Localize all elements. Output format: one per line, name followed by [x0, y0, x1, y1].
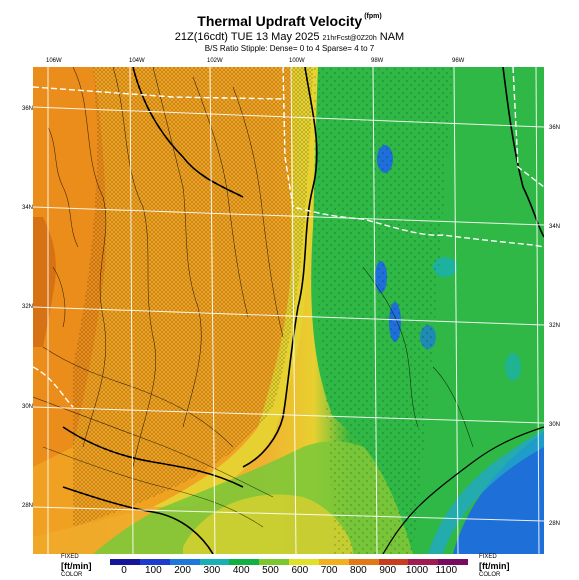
lat-label: 28N — [22, 503, 34, 509]
color-bar-segment — [139, 559, 171, 565]
color-bar-tick-label: 1000 — [405, 565, 429, 576]
color-bar-tick-label: 200 — [174, 565, 191, 576]
thick-contours — [62, 67, 544, 554]
legend-left-label: FIXED [ft/min] COLOR — [61, 553, 92, 580]
updraft-cell — [505, 353, 521, 381]
color-bar-tick-label: 0 — [121, 565, 127, 576]
stipple-dense — [73, 67, 313, 527]
lat-label: 34N — [549, 224, 561, 230]
lat-label: 32N — [22, 304, 34, 310]
color-bar — [110, 559, 469, 565]
legend-right-unit: [ft/min] — [479, 561, 510, 571]
color-bar-segment — [348, 559, 379, 565]
legend-right-bottom: COLOR — [479, 572, 501, 578]
mountain-region — [33, 217, 56, 347]
lon-label: 98W — [371, 58, 384, 64]
lat-label: 32N — [549, 323, 561, 329]
color-bar-segment — [318, 559, 350, 565]
yellow-south-patch — [183, 494, 353, 554]
legend-right-label: FIXED [ft/min] COLOR — [479, 553, 510, 580]
lon-label: 96W — [452, 58, 465, 64]
gulf-water — [453, 432, 544, 554]
lat-label: 36N — [22, 106, 34, 112]
legend-right-top: FIXED — [479, 554, 497, 560]
color-bar-segment — [408, 559, 439, 565]
thermal-velocity-map — [33, 67, 544, 554]
legend-left-top: FIXED — [61, 554, 79, 560]
lon-label: 102W — [207, 58, 223, 64]
state-borders — [33, 67, 544, 408]
coastline — [382, 426, 544, 554]
color-bar-tick-label: 100 — [144, 565, 162, 576]
yellow-band — [153, 67, 318, 507]
color-bar-tick-label: 1100 — [435, 565, 458, 576]
lon-label: 104W — [129, 58, 145, 64]
color-bar-tick-label: 800 — [350, 565, 367, 576]
color-bar-segment — [259, 559, 290, 565]
color-bar-tick-label: 600 — [291, 565, 309, 576]
color-bar-tick-label: 500 — [262, 565, 279, 576]
color-bar-segment — [169, 559, 200, 565]
stipple-sparse — [313, 67, 453, 554]
map-title: Thermal Updraft Velocity (fpm) — [197, 13, 382, 29]
lat-lon-grid — [33, 67, 544, 554]
lat-label: 28N — [549, 521, 561, 527]
map-subtitle: 21Z(16cdt) TUE 13 May 2025 21hrFcst@0Z20… — [174, 31, 405, 43]
color-bar-tick-label: 300 — [203, 565, 221, 576]
lat-label: 36N — [549, 125, 561, 131]
lon-label: 100W — [289, 58, 305, 64]
color-bar-segment — [378, 559, 409, 565]
title-unit: (fpm) — [364, 13, 382, 20]
lon-label: 106W — [46, 58, 62, 64]
color-bar-segment — [438, 559, 469, 565]
color-bar-segment — [289, 559, 320, 565]
color-bar-tick-label: 900 — [379, 565, 397, 576]
color-bar-segment — [229, 559, 260, 565]
color-bar-tick-label: 400 — [232, 565, 250, 576]
color-bar-segment — [110, 559, 141, 565]
lat-label: 34N — [22, 205, 34, 211]
lat-label: 30N — [549, 422, 561, 428]
forecast-label: 21hrFcst@0Z20h — [322, 35, 377, 42]
stipple-note: B/S Ratio Stipple: Dense= 0 to 4 Sparse=… — [204, 44, 375, 53]
color-bar-segment — [199, 559, 230, 565]
lat-label: 30N — [22, 404, 34, 410]
legend-left-unit: [ft/min] — [61, 561, 92, 571]
model-label: NAM — [379, 31, 405, 43]
coast-light-blue — [428, 429, 544, 554]
color-bar-tick-label: 700 — [320, 565, 338, 576]
legend-left-bottom: COLOR — [61, 572, 83, 578]
